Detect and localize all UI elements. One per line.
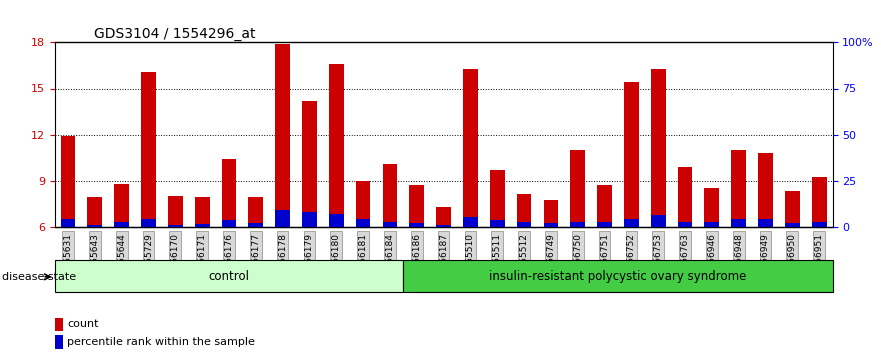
- Bar: [490, 170, 505, 227]
- Text: percentile rank within the sample: percentile rank within the sample: [67, 337, 255, 347]
- Bar: [516, 194, 531, 227]
- Text: count: count: [67, 319, 99, 329]
- Bar: [87, 225, 102, 227]
- Bar: [544, 200, 559, 227]
- Bar: [677, 167, 692, 227]
- Text: control: control: [209, 270, 249, 282]
- Bar: [436, 207, 451, 227]
- Bar: [248, 223, 263, 227]
- Bar: [195, 198, 210, 227]
- Bar: [382, 222, 397, 227]
- Bar: [87, 198, 102, 227]
- Bar: [570, 222, 585, 227]
- Bar: [168, 225, 182, 227]
- Bar: [705, 222, 719, 227]
- Bar: [356, 181, 371, 227]
- Bar: [785, 223, 800, 227]
- Bar: [651, 69, 665, 227]
- Bar: [61, 136, 76, 227]
- Bar: [55, 318, 63, 331]
- Bar: [222, 159, 236, 227]
- Bar: [759, 219, 773, 227]
- Bar: [61, 219, 76, 227]
- Text: disease state: disease state: [2, 272, 76, 282]
- Bar: [248, 198, 263, 227]
- Bar: [55, 335, 63, 349]
- Bar: [597, 185, 612, 227]
- Bar: [811, 177, 826, 227]
- Bar: [705, 188, 719, 227]
- Text: insulin-resistant polycystic ovary syndrome: insulin-resistant polycystic ovary syndr…: [489, 270, 746, 282]
- Bar: [275, 44, 290, 227]
- Bar: [115, 184, 129, 227]
- FancyBboxPatch shape: [403, 260, 833, 292]
- Bar: [516, 222, 531, 227]
- Bar: [811, 222, 826, 227]
- Bar: [731, 219, 746, 227]
- Bar: [624, 82, 639, 227]
- Bar: [141, 72, 156, 227]
- Bar: [624, 219, 639, 227]
- FancyBboxPatch shape: [55, 260, 403, 292]
- Bar: [382, 164, 397, 227]
- Bar: [436, 225, 451, 227]
- Bar: [463, 69, 478, 227]
- Bar: [570, 150, 585, 227]
- Bar: [410, 185, 424, 227]
- Bar: [410, 223, 424, 227]
- Bar: [115, 222, 129, 227]
- Bar: [302, 101, 317, 227]
- Bar: [651, 215, 665, 227]
- Bar: [677, 222, 692, 227]
- Bar: [731, 150, 746, 227]
- Bar: [195, 224, 210, 227]
- Bar: [329, 213, 344, 227]
- Bar: [544, 223, 559, 227]
- Bar: [168, 196, 182, 227]
- Bar: [329, 64, 344, 227]
- Bar: [490, 221, 505, 227]
- Bar: [141, 219, 156, 227]
- Text: GDS3104 / 1554296_at: GDS3104 / 1554296_at: [93, 28, 255, 41]
- Bar: [759, 153, 773, 227]
- Bar: [356, 219, 371, 227]
- Bar: [222, 221, 236, 227]
- Bar: [785, 191, 800, 227]
- Bar: [463, 217, 478, 227]
- Bar: [275, 210, 290, 227]
- Bar: [597, 222, 612, 227]
- Bar: [302, 212, 317, 227]
